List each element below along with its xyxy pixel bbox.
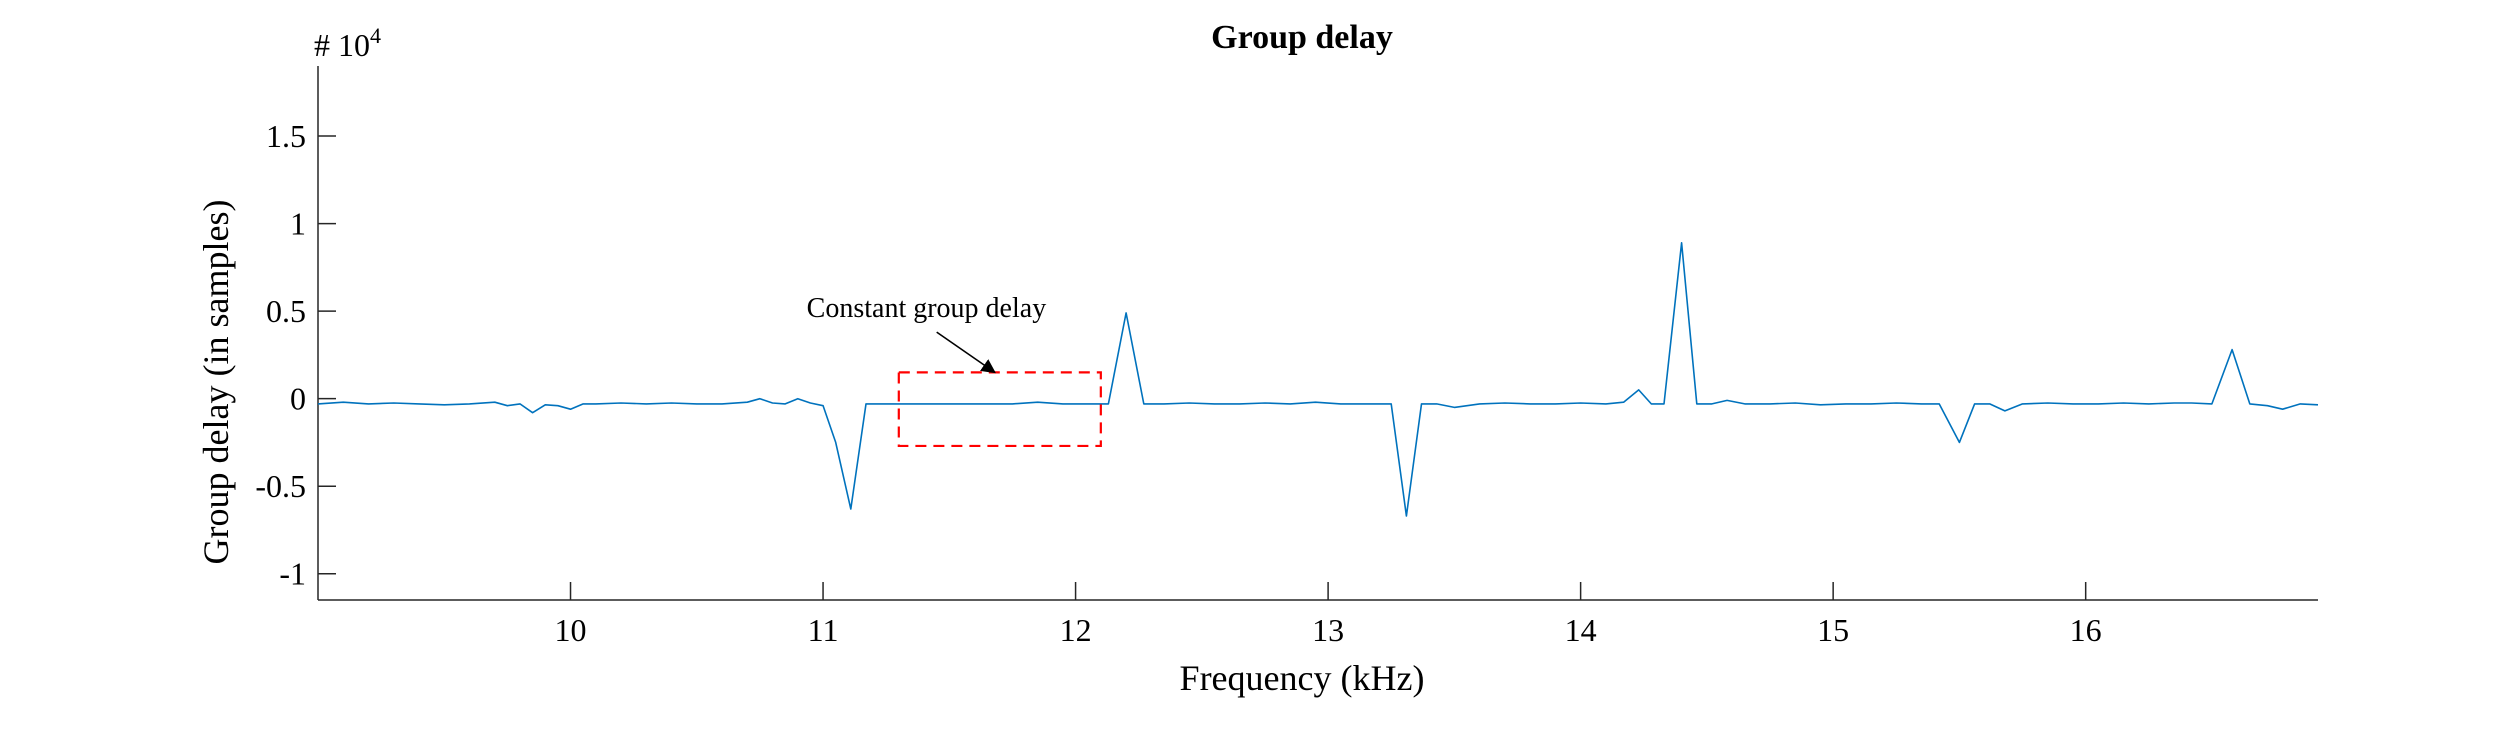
plot-area: 10 11 12 13 14 15 16 -1 -0.5 0 0.5 1 1.5 Constant gro… bbox=[255, 66, 2319, 648]
y-tick-label: 0.5 bbox=[266, 293, 306, 329]
annotation-label: Constant group delay bbox=[807, 293, 1047, 324]
x-tick-label: 11 bbox=[808, 612, 839, 648]
x-tick-label: 10 bbox=[555, 612, 587, 648]
x-tick-label: 16 bbox=[2070, 612, 2102, 648]
chart-title: Group delay bbox=[1211, 19, 1393, 56]
y-tick-label: -1 bbox=[279, 556, 306, 592]
y-tick-label: 1.5 bbox=[266, 118, 306, 154]
constant-delay-highlight-box bbox=[897, 371, 1102, 448]
group-delay-series-line bbox=[317, 242, 2319, 517]
x-tick-label: 14 bbox=[1565, 612, 1597, 648]
x-tick-label: 13 bbox=[1312, 612, 1344, 648]
x-tick-label: 15 bbox=[1817, 612, 1849, 648]
x-axis-label: Frequency (kHz) bbox=[1180, 658, 1425, 698]
y-exponent-base: # 10 bbox=[314, 27, 370, 63]
y-exponent-label: # 104 bbox=[314, 23, 381, 63]
x-tick-label: 12 bbox=[1060, 612, 1092, 648]
y-axis-label: Group delay (in samples) bbox=[196, 200, 236, 565]
y-tick-label: -0.5 bbox=[255, 468, 306, 504]
y-tick-label: 0 bbox=[290, 381, 306, 417]
annotation-arrow bbox=[936, 331, 996, 374]
y-exponent-power: 4 bbox=[370, 23, 381, 48]
y-tick-label: 1 bbox=[290, 206, 306, 242]
